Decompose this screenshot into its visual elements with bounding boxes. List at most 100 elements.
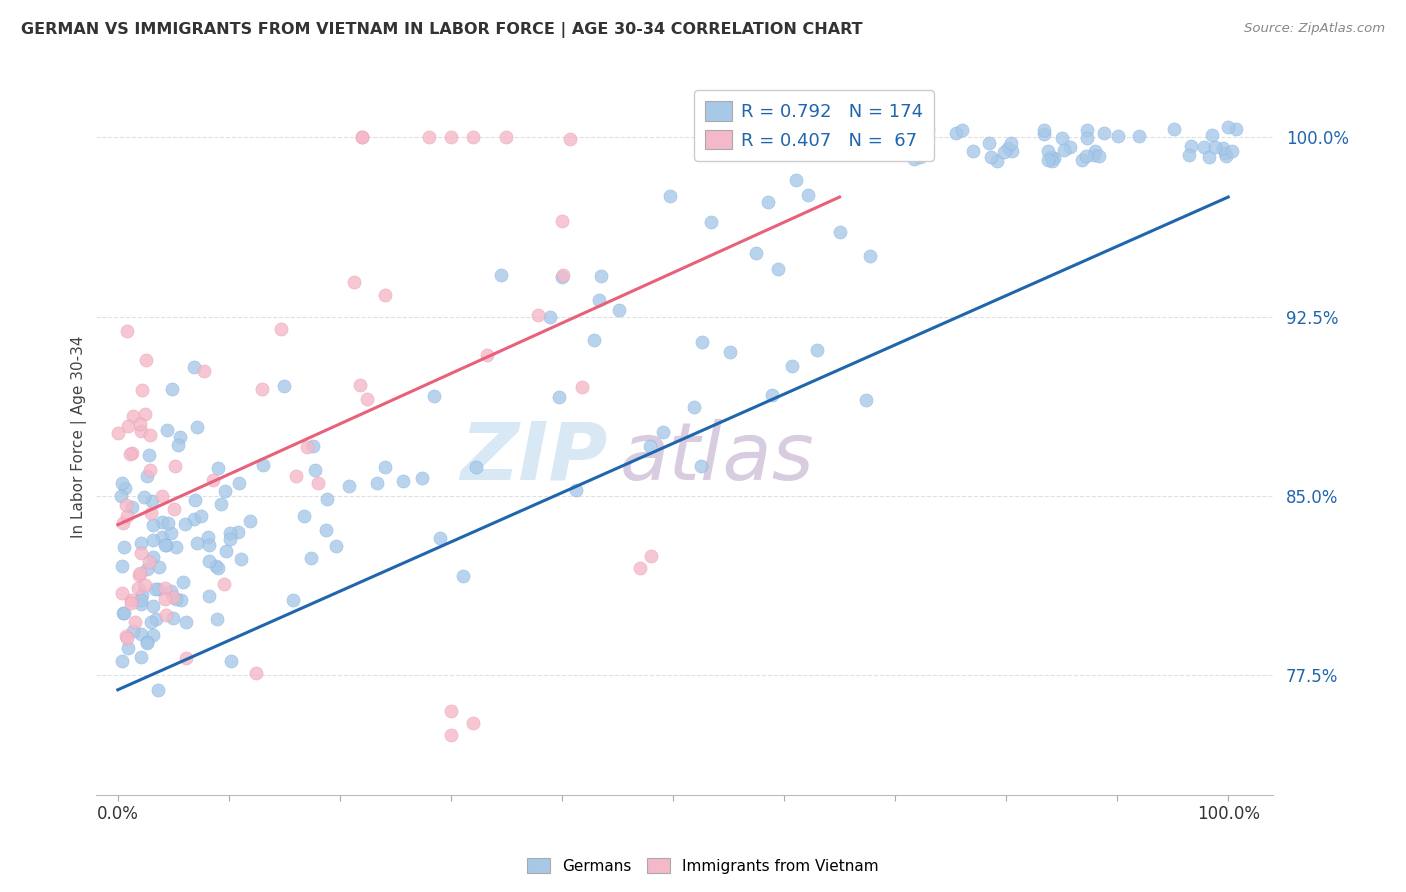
Point: [228, 476, 250, 491]
Point: [588, 293, 610, 307]
Point: [229, 551, 252, 566]
Point: [153, 581, 176, 595]
Point: [197, 530, 219, 544]
Point: [122, 409, 145, 423]
Point: [135, 562, 157, 576]
Point: [349, 378, 371, 392]
Y-axis label: In Labor Force | Age 30-34: In Labor Force | Age 30-34: [72, 335, 87, 538]
Point: [461, 130, 484, 145]
Point: [120, 596, 142, 610]
Point: [423, 389, 446, 403]
Point: [1038, 144, 1060, 158]
Point: [1076, 123, 1098, 137]
Point: [139, 506, 162, 520]
Point: [239, 515, 262, 529]
Point: [1050, 130, 1073, 145]
Point: [160, 584, 183, 599]
Text: GERMAN VS IMMIGRANTS FROM VIETNAM IN LABOR FORCE | AGE 30-34 CORRELATION CHART: GERMAN VS IMMIGRANTS FROM VIETNAM IN LAB…: [21, 22, 863, 38]
Point: [1216, 120, 1239, 134]
Point: [440, 704, 463, 718]
Point: [1043, 152, 1066, 166]
Point: [465, 460, 488, 475]
Point: [766, 261, 789, 276]
Point: [1092, 127, 1115, 141]
Point: [207, 460, 229, 475]
Point: [150, 530, 173, 544]
Point: [107, 425, 129, 440]
Point: [551, 270, 574, 285]
Point: [166, 540, 188, 554]
Point: [461, 716, 484, 731]
Point: [564, 483, 586, 497]
Point: [325, 539, 347, 553]
Point: [591, 269, 613, 284]
Point: [118, 447, 141, 461]
Point: [745, 245, 768, 260]
Point: [134, 578, 156, 592]
Point: [201, 473, 224, 487]
Point: [638, 439, 661, 453]
Point: [1036, 153, 1059, 168]
Point: [219, 532, 242, 546]
Point: [150, 489, 173, 503]
Point: [193, 364, 215, 378]
Point: [117, 324, 139, 338]
Point: [1128, 128, 1150, 143]
Point: [129, 546, 152, 560]
Point: [302, 439, 325, 453]
Point: [411, 471, 433, 485]
Point: [163, 502, 186, 516]
Point: [111, 475, 134, 490]
Point: [352, 130, 374, 145]
Point: [204, 558, 226, 573]
Point: [551, 214, 574, 228]
Point: [782, 359, 804, 374]
Point: [166, 438, 188, 452]
Point: [111, 654, 134, 668]
Point: [129, 626, 152, 640]
Text: atlas: atlas: [620, 418, 814, 497]
Point: [868, 121, 890, 136]
Point: [690, 335, 713, 350]
Point: [142, 517, 165, 532]
Point: [148, 560, 170, 574]
Point: [1070, 153, 1092, 167]
Point: [134, 407, 156, 421]
Point: [1053, 143, 1076, 157]
Point: [304, 463, 326, 477]
Point: [135, 636, 157, 650]
Point: [170, 593, 193, 607]
Point: [197, 538, 219, 552]
Point: [250, 382, 273, 396]
Point: [1040, 153, 1063, 168]
Point: [138, 555, 160, 569]
Point: [136, 635, 159, 649]
Point: [121, 624, 143, 639]
Point: [138, 449, 160, 463]
Point: [110, 489, 132, 503]
Point: [183, 360, 205, 375]
Point: [1076, 130, 1098, 145]
Point: [495, 130, 517, 145]
Point: [128, 566, 150, 580]
Text: ZIP: ZIP: [460, 418, 607, 497]
Point: [135, 353, 157, 368]
Point: [270, 322, 292, 336]
Point: [352, 130, 374, 145]
Point: [128, 567, 150, 582]
Point: [950, 123, 973, 137]
Point: [700, 215, 723, 229]
Point: [1000, 136, 1022, 151]
Point: [142, 533, 165, 548]
Point: [582, 334, 605, 348]
Point: [131, 588, 153, 602]
Point: [115, 508, 138, 523]
Point: [127, 581, 149, 595]
Point: [315, 523, 337, 537]
Point: [172, 574, 194, 589]
Point: [142, 550, 165, 565]
Point: [785, 173, 807, 187]
Point: [121, 500, 143, 514]
Point: [1222, 144, 1244, 158]
Point: [440, 728, 463, 742]
